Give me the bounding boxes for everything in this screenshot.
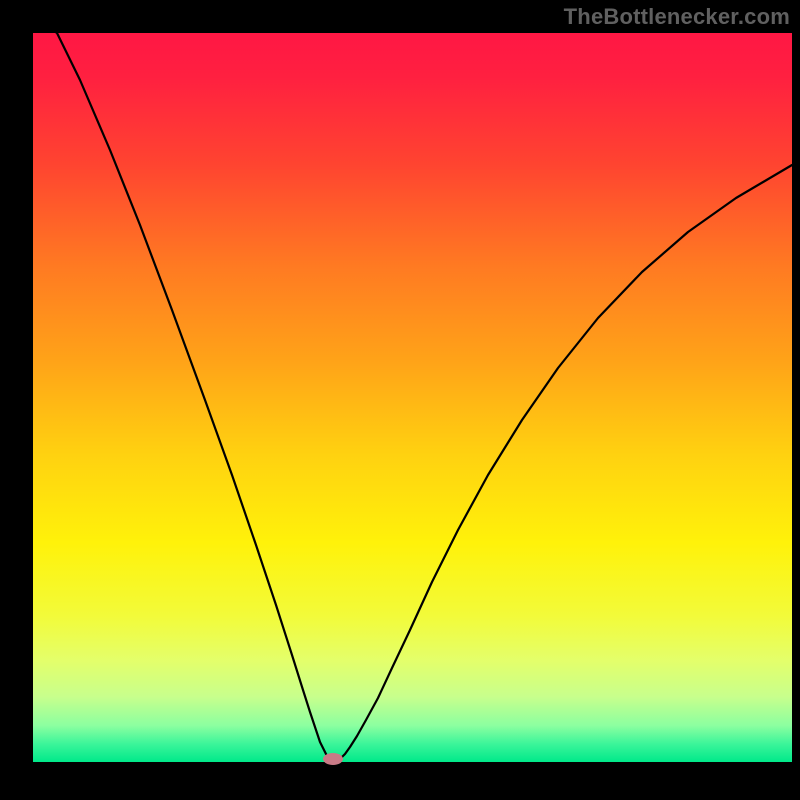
plot-background-gradient	[33, 33, 792, 762]
chart-wrapper: TheBottlenecker.com	[0, 0, 800, 800]
watermark-text: TheBottlenecker.com	[564, 4, 790, 30]
